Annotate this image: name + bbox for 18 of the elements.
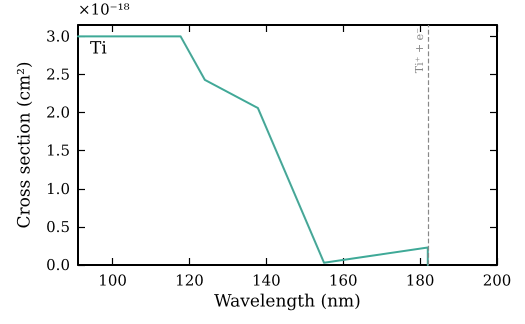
- text: ×10⁻¹⁸: [78, 0, 130, 18]
- y-tick-label: 0.0: [46, 256, 70, 274]
- x-tick-label: 100: [98, 272, 127, 290]
- annotation: Ti: [90, 38, 108, 58]
- x-tick-label: 160: [328, 272, 358, 290]
- x-tick-label: 200: [482, 272, 512, 290]
- x-tick-label: 140: [252, 272, 281, 290]
- y-axis-title: Cross section (cm²): [14, 61, 34, 229]
- x-tick-label: 120: [175, 272, 204, 290]
- y-tick-label: 3.0: [46, 27, 70, 46]
- y-tick-label: 1.5: [46, 142, 70, 160]
- y-tick-label: 0.5: [46, 218, 70, 236]
- ref-line-label: Ti⁺ + e⁻: [412, 28, 426, 74]
- x-tick-label: 180: [406, 272, 434, 290]
- y-tick-label: 1.0: [46, 180, 70, 198]
- y-tick-label: 2.5: [46, 66, 70, 84]
- x-axis-title: Wavelength (nm): [214, 292, 361, 312]
- y-tick-label: 2.0: [46, 104, 70, 122]
